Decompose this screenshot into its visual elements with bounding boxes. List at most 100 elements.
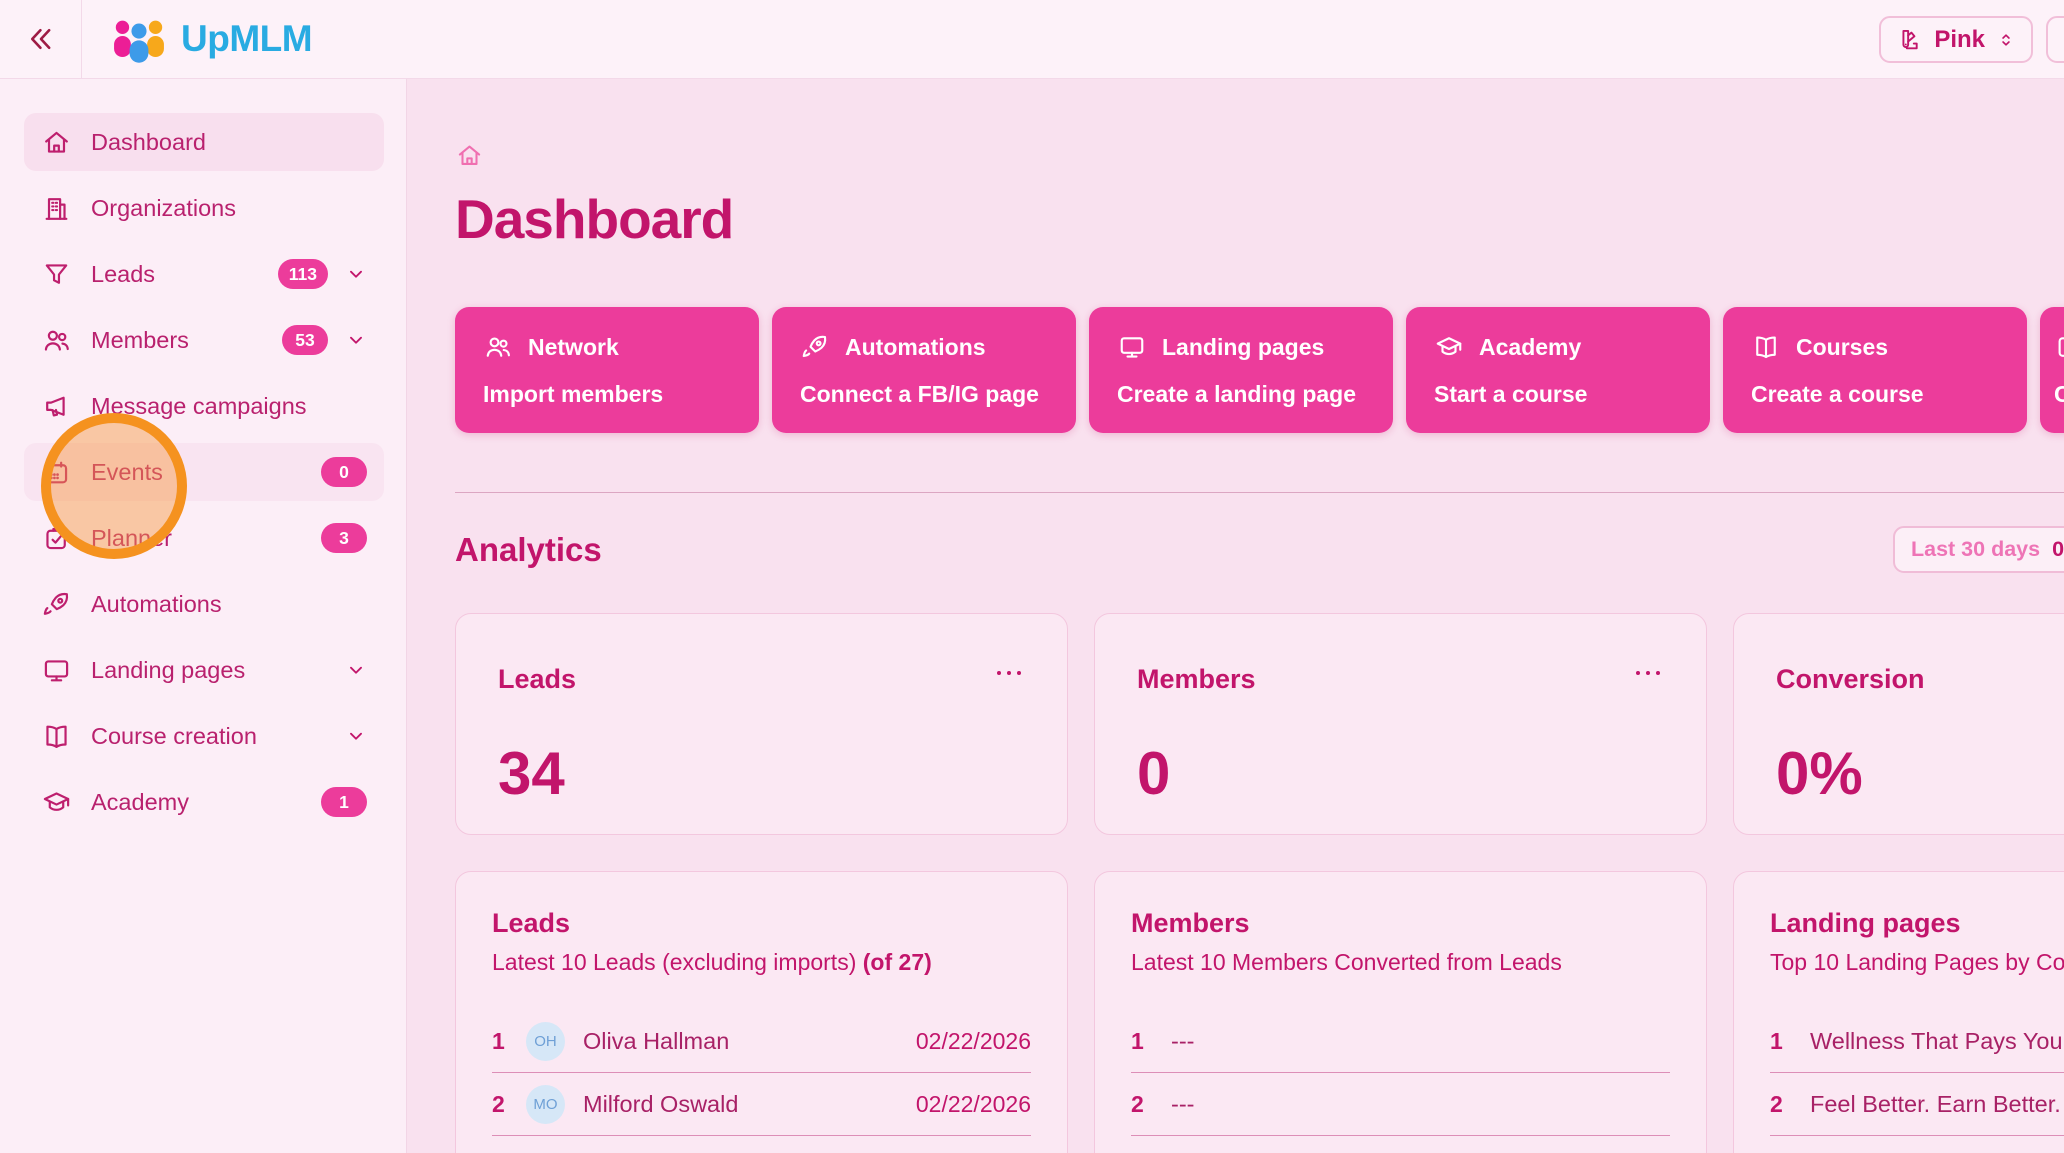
sidebar-collapse-button[interactable] <box>0 0 82 78</box>
breadcrumb-home-icon[interactable] <box>455 141 484 170</box>
landing-page-name: Wellness That Pays You Back <box>1810 1027 2064 1054</box>
home-icon <box>41 127 72 158</box>
calendar-icon <box>41 457 72 488</box>
list-item[interactable]: 2 Feel Better. Earn Better. <box>1770 1073 2064 1136</box>
sidebar-item-automations[interactable]: Automations <box>24 575 384 633</box>
quick-action-academy[interactable]: Academy Start a course <box>1406 307 1710 433</box>
book-icon <box>41 721 72 752</box>
date-range-filter[interactable]: Last 30 days 01/2 <box>1893 526 2064 573</box>
sidebar-item-message-campaigns[interactable]: Message campaigns <box>24 377 384 435</box>
stat-title: Members <box>1137 664 1256 694</box>
landing-page-name: Feel Better. Earn Better. <box>1810 1090 2061 1117</box>
sidebar-item-members[interactable]: Members 53 <box>24 311 384 369</box>
sidebar-item-course-creation[interactable]: Course creation <box>24 707 384 765</box>
sidebar-item-label: Message campaigns <box>91 392 307 419</box>
stat-cards-row: Leads 34 Members 0 Conversion <box>455 613 2064 835</box>
sidebar-item-planner[interactable]: Planner 3 <box>24 509 384 567</box>
sidebar-item-label: Planner <box>91 524 172 551</box>
sidebar-item-label: Dashboard <box>91 128 206 155</box>
lead-date: 02/22/2026 <box>915 1027 1031 1054</box>
main-content: Dashboard Network Import members Automat… <box>407 79 2064 1153</box>
chevron-down-icon[interactable] <box>345 263 367 285</box>
list-item[interactable]: 1 --- <box>1131 1010 1670 1073</box>
leads-list-card: Leads Latest 10 Leads (excluding imports… <box>455 871 1068 1153</box>
megaphone-icon <box>41 391 72 422</box>
lead-name: Milford Oswald <box>583 1090 739 1117</box>
events-count-badge: 0 <box>321 457 367 487</box>
sidebar-item-label: Leads <box>91 260 156 287</box>
theme-label: Pink <box>1934 25 1985 53</box>
monitor-icon <box>1117 332 1147 362</box>
list-item[interactable]: 1 OH Oliva Hallman 02/22/2026 <box>492 1010 1031 1073</box>
academy-count-badge: 1 <box>321 787 367 817</box>
member-name: --- <box>1171 1027 1195 1054</box>
quick-action-automations[interactable]: Automations Connect a FB/IG page <box>772 307 1076 433</box>
quick-action-subtitle: Import members <box>483 381 664 407</box>
avatar: MO <box>526 1084 565 1124</box>
sidebar-item-dashboard[interactable]: Dashboard <box>24 113 384 171</box>
sidebar-item-label: Course creation <box>91 722 257 749</box>
sidebar-item-organizations[interactable]: Organizations <box>24 179 384 237</box>
more-options-icon[interactable] <box>993 664 1025 682</box>
list-item[interactable]: 2 --- <box>1131 1073 1670 1136</box>
list-title: Members <box>1131 908 1250 938</box>
app-name: UpMLM <box>181 18 313 59</box>
analytics-section-title: Analytics <box>455 531 602 568</box>
quick-action-title: Automations <box>845 333 986 360</box>
sidebar-item-events[interactable]: Events 0 <box>24 443 384 501</box>
chevron-down-icon[interactable] <box>345 725 367 747</box>
topbar-actions: Pink <box>1879 0 2064 79</box>
stat-card-members: Members 0 <box>1094 613 1707 835</box>
sidebar-item-label: Landing pages <box>91 656 246 683</box>
quick-action-title: Landing pages <box>1162 333 1325 360</box>
stat-card-leads: Leads 34 <box>455 613 1068 835</box>
quick-action-partial[interactable]: C <box>2040 307 2064 433</box>
lead-date: 02/22/2026 <box>915 1090 1031 1117</box>
row-rank: 1 <box>1131 1027 1144 1054</box>
topbar: UpMLM Pink <box>0 0 2064 79</box>
quick-action-subtitle: Create a course <box>1751 381 1924 407</box>
row-rank: 2 <box>1770 1090 1783 1117</box>
quick-action-subtitle: Connect a FB/IG page <box>800 381 1039 407</box>
sidebar-item-label: Organizations <box>91 194 236 221</box>
quick-action-courses[interactable]: Courses Create a course <box>1723 307 2027 433</box>
sidebar-item-academy[interactable]: Academy 1 <box>24 773 384 831</box>
chevron-down-icon[interactable] <box>345 329 367 351</box>
row-rank: 1 <box>1770 1027 1783 1054</box>
landing-pages-list-card: Landing pages Top 10 Landing Pages by Co… <box>1733 871 2064 1153</box>
theme-selector[interactable]: Pink <box>1879 16 2033 63</box>
sidebar-item-label: Automations <box>91 590 222 617</box>
breadcrumb <box>455 141 2064 171</box>
quick-action-title: Academy <box>1479 333 1582 360</box>
lead-name: Oliva Hallman <box>583 1027 730 1054</box>
sidebar-item-leads[interactable]: Leads 113 <box>24 245 384 303</box>
date-range-value: 01/2 <box>2052 537 2064 561</box>
chevron-down-icon[interactable] <box>345 659 367 681</box>
graduation-cap-icon <box>1434 332 1464 362</box>
row-rank: 2 <box>492 1090 505 1117</box>
sidebar-item-label: Academy <box>91 788 189 815</box>
row-rank: 2 <box>1131 1090 1144 1117</box>
list-subtitle: Latest 10 Members Converted from Leads <box>1131 949 1562 975</box>
quick-actions-row: Network Import members Automations Conne… <box>455 307 2064 433</box>
stat-title: Conversion <box>1776 664 1925 694</box>
quick-action-title: Courses <box>1796 333 1889 360</box>
clipboard-check-icon <box>41 523 72 554</box>
page-title: Dashboard <box>455 188 734 250</box>
chevrons-left-icon <box>30 28 50 50</box>
logo-people-icon <box>114 20 164 63</box>
sidebar-item-landing-pages[interactable]: Landing pages <box>24 641 384 699</box>
more-options-icon[interactable] <box>1632 664 1664 682</box>
topbar-partial-button[interactable] <box>2046 16 2064 63</box>
rocket-icon <box>800 332 830 362</box>
stat-value: 34 <box>498 740 565 807</box>
app-logo: UpMLM <box>110 16 313 63</box>
planner-count-badge: 3 <box>321 523 367 553</box>
quick-action-landing-pages[interactable]: Landing pages Create a landing page <box>1089 307 1393 433</box>
list-title: Leads <box>492 908 571 938</box>
list-subtitle: Top 10 Landing Pages by Convers <box>1770 949 2064 975</box>
list-item[interactable]: 2 MO Milford Oswald 02/22/2026 <box>492 1073 1031 1136</box>
list-item[interactable]: 1 Wellness That Pays You Back <box>1770 1010 2064 1073</box>
quick-action-network[interactable]: Network Import members <box>455 307 759 433</box>
